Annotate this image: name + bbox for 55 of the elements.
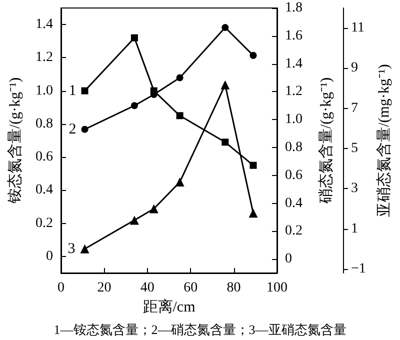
y3-tick-label: 11 bbox=[351, 20, 364, 36]
x-tick-label: 0 bbox=[58, 280, 64, 296]
point bbox=[80, 244, 90, 254]
point bbox=[130, 102, 138, 110]
y2-tick-label: 1.2 bbox=[285, 84, 302, 100]
series-label: 3 bbox=[68, 240, 76, 257]
y2-tick-label: 0.4 bbox=[285, 196, 302, 211]
point bbox=[175, 178, 184, 187]
y3-tick-label: 3 bbox=[351, 181, 358, 196]
y-tick-label: 0.2 bbox=[36, 216, 53, 231]
series-label: 1 bbox=[68, 82, 76, 99]
text: 1—铵态氮含量；2—硝态氮含量；3—亚硝态氮含量 bbox=[54, 322, 346, 337]
y-tick-label: 0.8 bbox=[36, 116, 53, 132]
y-axis-title: 铵态氮含量/(g·kg⁻¹) bbox=[6, 77, 24, 205]
y3-tick-label: −1 bbox=[351, 261, 366, 276]
y-tick-label: 0 bbox=[46, 248, 53, 264]
y-tick-label: 1.0 bbox=[36, 83, 53, 98]
y2-tick-label: 0.2 bbox=[285, 224, 302, 239]
y3-tick-label: 5 bbox=[351, 141, 358, 156]
x-tick-label: 40 bbox=[140, 280, 154, 296]
x-axis-title: 距离/cm bbox=[142, 298, 196, 316]
point bbox=[130, 34, 138, 42]
point bbox=[176, 74, 184, 82]
y2-tick-label: 1.4 bbox=[285, 56, 302, 72]
y2-tick-label: 1.8 bbox=[285, 0, 302, 16]
point bbox=[248, 208, 258, 218]
x-tick-label: 60 bbox=[184, 280, 198, 296]
y-tick-label: 0.4 bbox=[36, 182, 53, 198]
y-tick-label: 1.2 bbox=[36, 50, 53, 66]
y2-tick-label: 1.6 bbox=[285, 28, 302, 44]
point bbox=[81, 87, 88, 94]
y2-tick-label: 0.8 bbox=[285, 140, 302, 155]
y3-tick-label: 9 bbox=[351, 60, 358, 76]
point bbox=[176, 112, 184, 120]
point bbox=[250, 52, 257, 59]
point bbox=[81, 126, 88, 133]
y-tick-label: 1.4 bbox=[36, 17, 53, 32]
x-tick-label: 80 bbox=[226, 280, 241, 296]
y3-axis-title: 亚硝态氮含量/(mg·kg⁻¹) bbox=[376, 64, 392, 217]
y2-tick-label: 0.6 bbox=[285, 168, 302, 183]
point bbox=[220, 80, 230, 90]
y2-tick-label: 0 bbox=[285, 252, 292, 267]
point bbox=[222, 24, 229, 32]
point bbox=[222, 138, 229, 146]
x-tick-label: 20 bbox=[97, 280, 112, 296]
series-label: 2 bbox=[68, 121, 76, 138]
y3-tick-label: 1 bbox=[351, 221, 358, 236]
x-tick-label: 100 bbox=[266, 280, 288, 296]
y3-tick-label: 7 bbox=[351, 100, 358, 116]
point bbox=[149, 204, 158, 214]
y2-axis-title: 硝态氮含量/(g·kg⁻¹) bbox=[318, 77, 334, 205]
point bbox=[250, 162, 257, 169]
point bbox=[130, 216, 139, 225]
y2-tick-label: 1.0 bbox=[285, 112, 302, 128]
y-tick-label: 0.6 bbox=[36, 150, 53, 165]
